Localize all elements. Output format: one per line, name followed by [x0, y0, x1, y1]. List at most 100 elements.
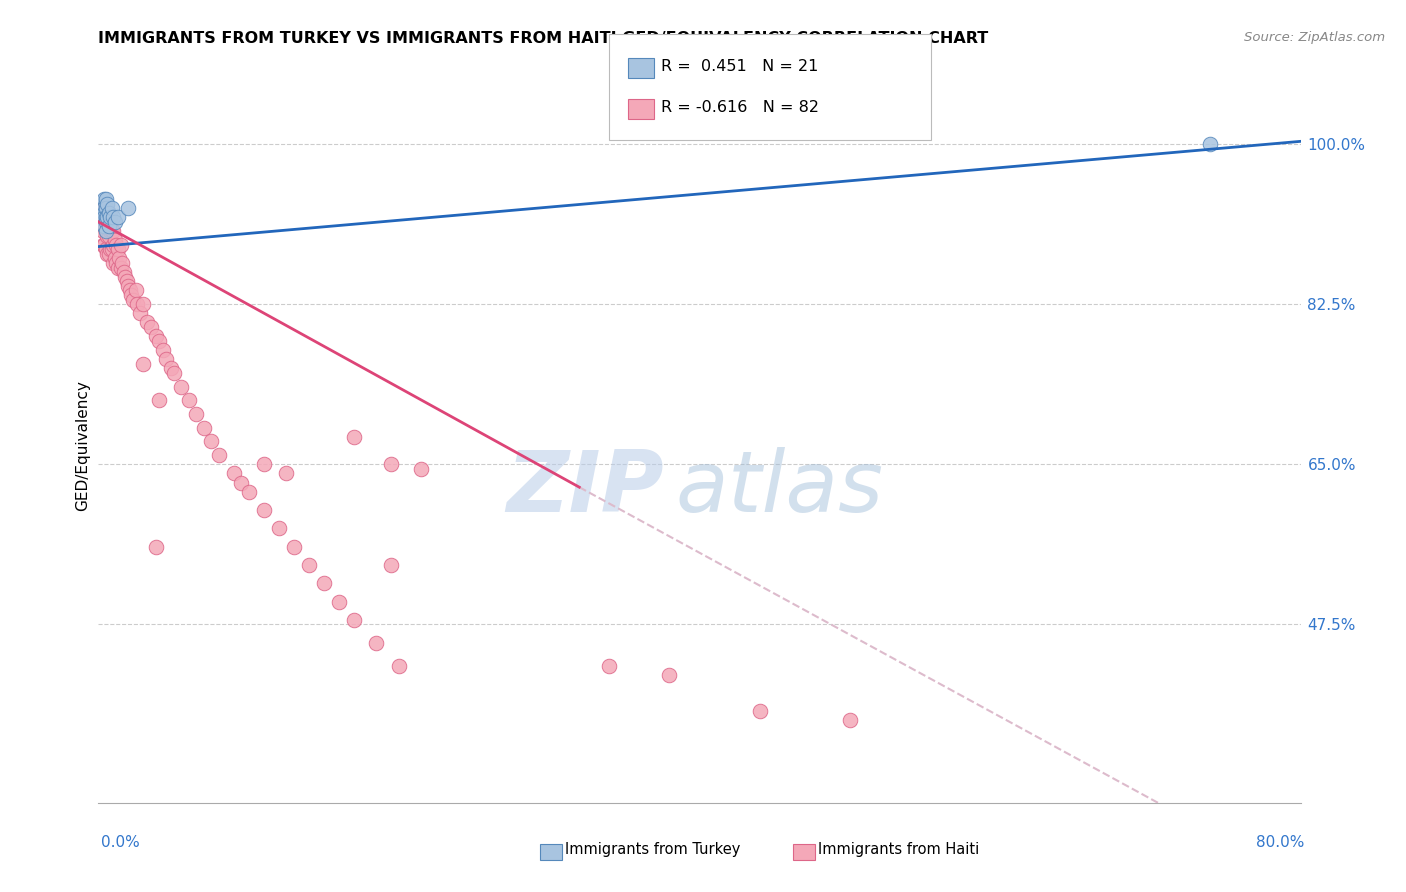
Point: [117, 279, 139, 293]
Point: [388, 658, 411, 673]
Point: [101, 242, 124, 256]
Point: [94, 201, 117, 215]
Point: [100, 242, 122, 256]
Point: [343, 430, 366, 444]
Point: [94, 215, 117, 229]
Point: [107, 242, 129, 256]
Point: [298, 558, 321, 572]
Point: [838, 714, 860, 728]
Text: atlas: atlas: [675, 447, 883, 531]
Point: [94, 224, 117, 238]
Point: [658, 667, 681, 681]
Point: [91, 237, 114, 252]
Point: [193, 420, 215, 434]
Point: [93, 211, 115, 225]
Text: R =  0.451   N = 21: R = 0.451 N = 21: [661, 60, 818, 74]
Point: [170, 379, 193, 393]
Point: [96, 215, 118, 229]
Point: [135, 316, 157, 330]
Point: [101, 201, 124, 215]
Point: [1199, 137, 1222, 152]
Point: [93, 201, 115, 215]
Point: [96, 211, 118, 225]
Point: [148, 334, 170, 348]
Text: ZIP: ZIP: [506, 447, 664, 531]
Point: [148, 393, 170, 408]
Point: [177, 393, 200, 408]
Point: [125, 284, 148, 298]
Point: [93, 237, 115, 252]
Point: [93, 219, 115, 234]
Point: [145, 540, 167, 554]
Point: [121, 288, 143, 302]
Point: [129, 306, 152, 320]
Point: [91, 224, 114, 238]
Point: [222, 467, 245, 481]
Point: [96, 247, 118, 261]
Text: IMMIGRANTS FROM TURKEY VS IMMIGRANTS FROM HAITI GED/EQUIVALENCY CORRELATION CHAR: IMMIGRANTS FROM TURKEY VS IMMIGRANTS FRO…: [98, 31, 988, 46]
Point: [104, 215, 127, 229]
Point: [200, 434, 222, 449]
Point: [162, 366, 184, 380]
Point: [103, 211, 125, 225]
Point: [93, 219, 115, 234]
Point: [100, 224, 122, 238]
Point: [93, 205, 115, 219]
Point: [94, 242, 117, 256]
Point: [380, 558, 402, 572]
Point: [93, 201, 115, 215]
Point: [184, 407, 207, 421]
Point: [97, 228, 120, 243]
Text: R = -0.616   N = 82: R = -0.616 N = 82: [661, 101, 818, 115]
Point: [366, 636, 388, 650]
Point: [253, 458, 276, 472]
Point: [104, 233, 127, 247]
Point: [118, 284, 141, 298]
Point: [283, 540, 305, 554]
Point: [411, 462, 433, 476]
Point: [101, 224, 124, 238]
Point: [97, 247, 120, 261]
Point: [103, 224, 125, 238]
Point: [97, 205, 120, 219]
Text: Source: ZipAtlas.com: Source: ZipAtlas.com: [1244, 31, 1385, 45]
Point: [108, 252, 131, 266]
Point: [107, 260, 129, 275]
Point: [105, 256, 128, 270]
Y-axis label: GED/Equivalency: GED/Equivalency: [75, 381, 90, 511]
Point: [110, 260, 132, 275]
Point: [94, 211, 117, 225]
Point: [267, 521, 290, 535]
Point: [328, 594, 350, 608]
Point: [159, 361, 181, 376]
Point: [94, 224, 117, 238]
Point: [276, 467, 298, 481]
Point: [107, 211, 129, 225]
Point: [312, 576, 335, 591]
Point: [155, 352, 177, 367]
Point: [145, 329, 167, 343]
Point: [105, 237, 128, 252]
Point: [91, 211, 114, 225]
Point: [748, 704, 770, 718]
Point: [103, 237, 125, 252]
Point: [152, 343, 174, 357]
Point: [97, 219, 120, 234]
Point: [122, 293, 145, 307]
Text: 0.0%: 0.0%: [101, 836, 141, 850]
Text: Immigrants from Turkey: Immigrants from Turkey: [565, 842, 741, 856]
Point: [208, 448, 231, 462]
Point: [97, 211, 120, 225]
Point: [104, 252, 127, 266]
Text: Immigrants from Haiti: Immigrants from Haiti: [818, 842, 980, 856]
Point: [112, 265, 135, 279]
Point: [103, 256, 125, 270]
Point: [96, 196, 118, 211]
Point: [114, 269, 136, 284]
Point: [253, 503, 276, 517]
Point: [100, 211, 122, 225]
Point: [111, 256, 134, 270]
Point: [343, 613, 366, 627]
Point: [93, 192, 115, 206]
Point: [231, 475, 253, 490]
